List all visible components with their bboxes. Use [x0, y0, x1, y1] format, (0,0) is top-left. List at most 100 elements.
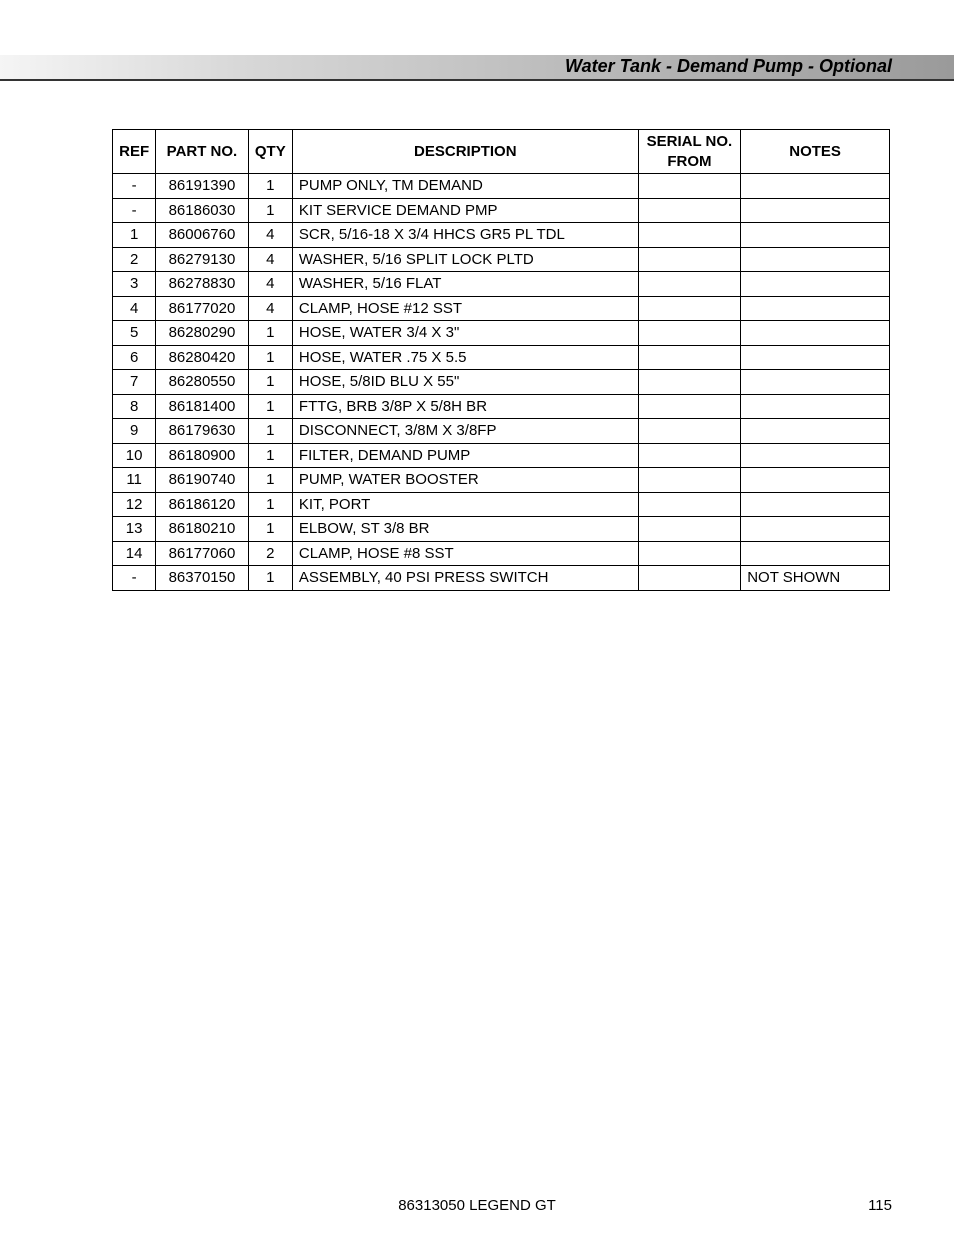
cell-description: PUMP, WATER BOOSTER — [292, 468, 638, 493]
cell-partno: 86177060 — [156, 541, 248, 566]
cell-description: SCR, 5/16-18 X 3/4 HHCS GR5 PL TDL — [292, 223, 638, 248]
cell-qty: 2 — [248, 541, 292, 566]
parts-table-header-row: REF PART NO. QTY DESCRIPTION SERIAL NO. … — [113, 130, 890, 174]
cell-ref: - — [113, 174, 156, 199]
cell-serial — [638, 517, 741, 542]
cell-serial — [638, 272, 741, 297]
cell-notes — [741, 541, 890, 566]
cell-qty: 1 — [248, 468, 292, 493]
cell-ref: 11 — [113, 468, 156, 493]
cell-notes — [741, 370, 890, 395]
cell-description: WASHER, 5/16 FLAT — [292, 272, 638, 297]
cell-qty: 1 — [248, 566, 292, 591]
cell-description: CLAMP, HOSE #8 SST — [292, 541, 638, 566]
cell-qty: 1 — [248, 443, 292, 468]
cell-partno: 86186120 — [156, 492, 248, 517]
table-row: 1860067604SCR, 5/16-18 X 3/4 HHCS GR5 PL… — [113, 223, 890, 248]
page-section-title: Water Tank - Demand Pump - Optional — [565, 56, 892, 77]
cell-serial — [638, 223, 741, 248]
cell-partno: 86190740 — [156, 468, 248, 493]
cell-serial — [638, 296, 741, 321]
cell-partno: 86186030 — [156, 198, 248, 223]
cell-notes — [741, 321, 890, 346]
cell-ref: 4 — [113, 296, 156, 321]
cell-ref: 10 — [113, 443, 156, 468]
cell-serial — [638, 394, 741, 419]
cell-notes — [741, 247, 890, 272]
cell-partno: 86279130 — [156, 247, 248, 272]
cell-ref: 13 — [113, 517, 156, 542]
cell-description: FTTG, BRB 3/8P X 5/8H BR — [292, 394, 638, 419]
table-row: 13861802101ELBOW, ST 3/8 BR — [113, 517, 890, 542]
cell-ref: 14 — [113, 541, 156, 566]
cell-notes — [741, 223, 890, 248]
table-row: -861913901PUMP ONLY, TM DEMAND — [113, 174, 890, 199]
table-row: 5862802901HOSE, WATER 3/4 X 3" — [113, 321, 890, 346]
cell-qty: 1 — [248, 370, 292, 395]
table-row: 7862805501HOSE, 5/8ID BLU X 55" — [113, 370, 890, 395]
cell-serial — [638, 370, 741, 395]
col-header-qty: QTY — [248, 130, 292, 174]
cell-ref: 8 — [113, 394, 156, 419]
cell-notes — [741, 296, 890, 321]
cell-qty: 1 — [248, 517, 292, 542]
cell-description: KIT, PORT — [292, 492, 638, 517]
cell-serial — [638, 443, 741, 468]
cell-description: ELBOW, ST 3/8 BR — [292, 517, 638, 542]
cell-qty: 4 — [248, 272, 292, 297]
cell-serial — [638, 419, 741, 444]
table-row: -863701501ASSEMBLY, 40 PSI PRESS SWITCHN… — [113, 566, 890, 591]
col-header-serial: SERIAL NO. FROM — [638, 130, 741, 174]
cell-serial — [638, 492, 741, 517]
table-row: 14861770602CLAMP, HOSE #8 SST — [113, 541, 890, 566]
cell-qty: 1 — [248, 345, 292, 370]
cell-ref: 1 — [113, 223, 156, 248]
cell-partno: 86191390 — [156, 174, 248, 199]
parts-table-body: -861913901PUMP ONLY, TM DEMAND-861860301… — [113, 174, 890, 591]
cell-description: HOSE, 5/8ID BLU X 55" — [292, 370, 638, 395]
table-row: 6862804201HOSE, WATER .75 X 5.5 — [113, 345, 890, 370]
cell-description: PUMP ONLY, TM DEMAND — [292, 174, 638, 199]
cell-qty: 1 — [248, 419, 292, 444]
col-header-description: DESCRIPTION — [292, 130, 638, 174]
cell-notes — [741, 443, 890, 468]
table-row: 4861770204CLAMP, HOSE #12 SST — [113, 296, 890, 321]
cell-partno: 86280550 — [156, 370, 248, 395]
cell-description: WASHER, 5/16 SPLIT LOCK PLTD — [292, 247, 638, 272]
table-row: 10861809001FILTER, DEMAND PUMP — [113, 443, 890, 468]
table-row: -861860301KIT SERVICE DEMAND PMP — [113, 198, 890, 223]
table-row: 11861907401PUMP, WATER BOOSTER — [113, 468, 890, 493]
parts-table-head: REF PART NO. QTY DESCRIPTION SERIAL NO. … — [113, 130, 890, 174]
parts-table: REF PART NO. QTY DESCRIPTION SERIAL NO. … — [112, 129, 890, 591]
footer-page-number: 115 — [868, 1197, 892, 1214]
cell-qty: 4 — [248, 247, 292, 272]
cell-notes — [741, 174, 890, 199]
cell-ref: 6 — [113, 345, 156, 370]
cell-serial — [638, 247, 741, 272]
cell-partno: 86180210 — [156, 517, 248, 542]
cell-notes — [741, 345, 890, 370]
cell-partno: 86180900 — [156, 443, 248, 468]
cell-ref: 12 — [113, 492, 156, 517]
cell-notes — [741, 272, 890, 297]
cell-description: FILTER, DEMAND PUMP — [292, 443, 638, 468]
cell-ref: 2 — [113, 247, 156, 272]
cell-notes — [741, 198, 890, 223]
cell-notes — [741, 517, 890, 542]
cell-serial — [638, 321, 741, 346]
cell-partno: 86280290 — [156, 321, 248, 346]
cell-notes: NOT SHOWN — [741, 566, 890, 591]
cell-qty: 1 — [248, 198, 292, 223]
cell-qty: 1 — [248, 174, 292, 199]
table-row: 3862788304WASHER, 5/16 FLAT — [113, 272, 890, 297]
cell-serial — [638, 541, 741, 566]
cell-serial — [638, 174, 741, 199]
cell-serial — [638, 198, 741, 223]
col-header-ref: REF — [113, 130, 156, 174]
cell-notes — [741, 394, 890, 419]
cell-serial — [638, 345, 741, 370]
cell-description: KIT SERVICE DEMAND PMP — [292, 198, 638, 223]
cell-partno: 86177020 — [156, 296, 248, 321]
cell-description: DISCONNECT, 3/8M X 3/8FP — [292, 419, 638, 444]
cell-ref: - — [113, 198, 156, 223]
